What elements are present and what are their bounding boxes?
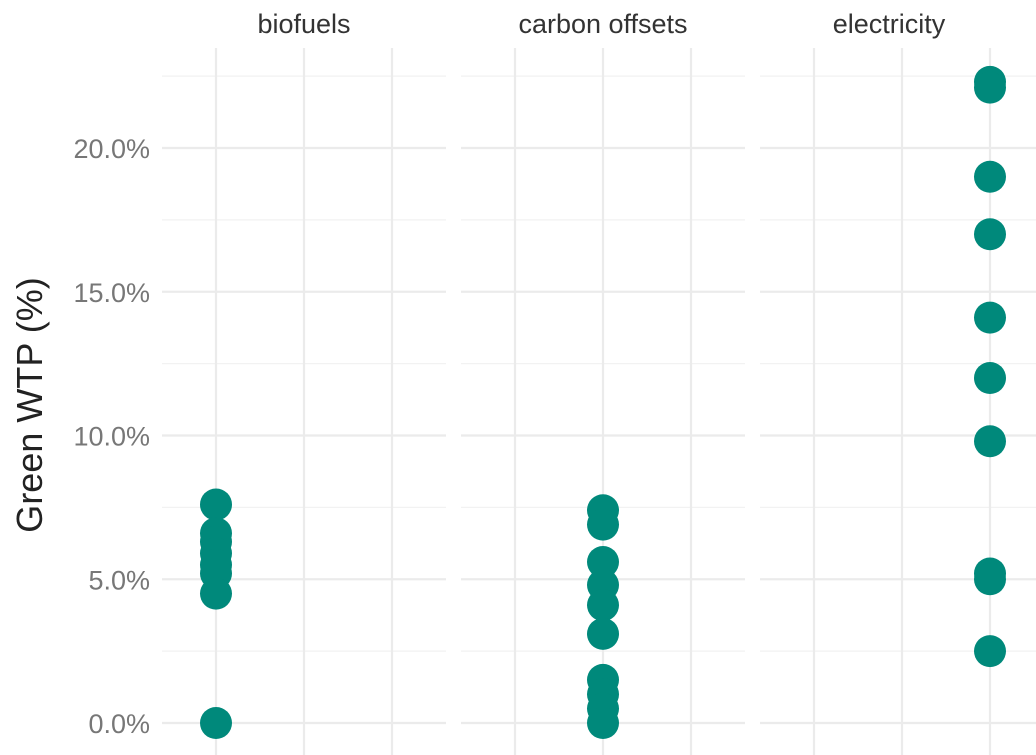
data-point <box>587 707 619 739</box>
data-point <box>587 589 619 622</box>
data-point <box>974 218 1006 251</box>
y-tick-label: 10.0% <box>73 422 150 452</box>
facet-title-biofuels: biofuels <box>257 9 350 39</box>
y-axis-title: Green WTP (%) <box>9 277 50 532</box>
data-point <box>587 617 619 650</box>
data-point <box>587 546 619 578</box>
data-point <box>974 160 1006 193</box>
data-point <box>200 488 232 521</box>
data-point <box>200 577 232 610</box>
data-point <box>974 71 1006 104</box>
data-point <box>974 425 1006 458</box>
y-tick-label: 0.0% <box>88 709 150 739</box>
data-point <box>974 635 1006 668</box>
y-tick-label: 15.0% <box>73 278 150 308</box>
data-point <box>587 508 619 541</box>
data-point <box>200 707 232 739</box>
points-layer <box>200 65 1006 739</box>
data-point <box>974 563 1006 596</box>
data-point <box>974 301 1006 334</box>
y-tick-label: 20.0% <box>73 134 150 164</box>
facet-title-electricity: electricity <box>833 9 946 39</box>
labels-layer: 0.0% 5.0% 10.0% 15.0% 20.0% biofuels carbon of… <box>73 9 945 739</box>
data-point <box>974 362 1006 394</box>
y-tick-label: 5.0% <box>88 565 150 595</box>
facet-title-carbon-offsets: carbon offsets <box>518 9 687 39</box>
